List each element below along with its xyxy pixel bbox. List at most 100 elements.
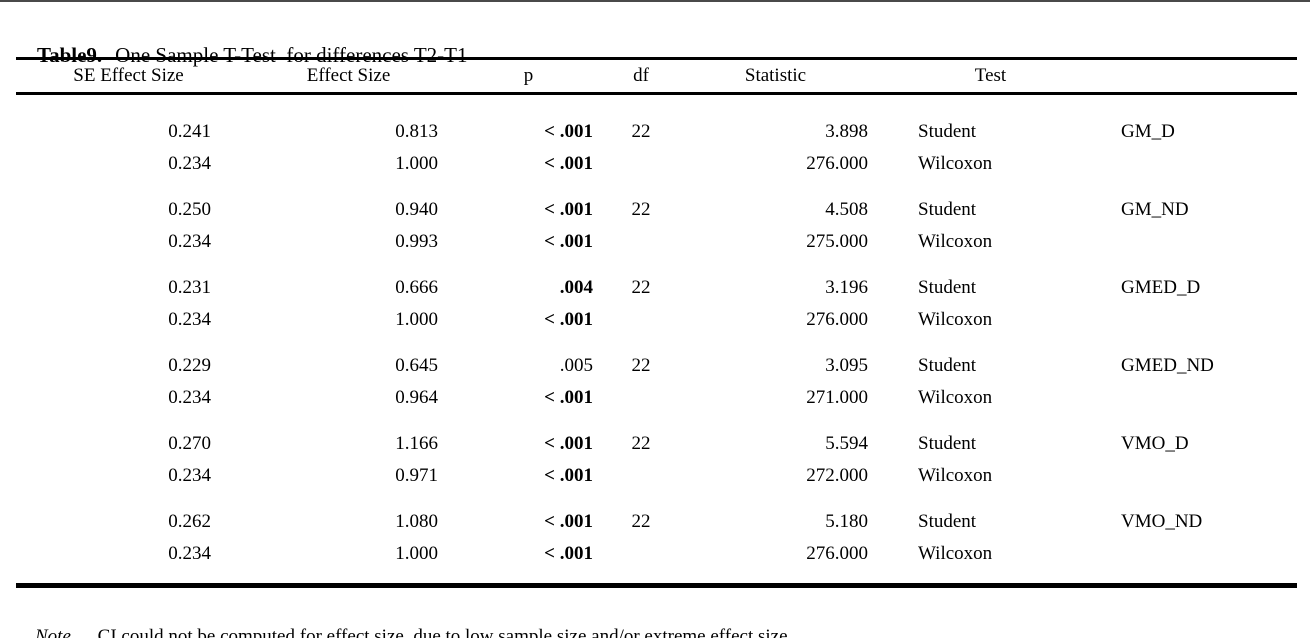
- cell-p: < .001: [544, 198, 593, 220]
- cell-se: 0.250: [168, 198, 211, 220]
- column-header-se-effect-size: SE Effect Size: [16, 58, 241, 95]
- cell-test: Student: [918, 432, 977, 454]
- cell-statistic: 3.095: [825, 354, 868, 376]
- cell-p: < .001: [544, 464, 593, 486]
- table-row: 0.234 1.000 < .001 276.000 Wilcoxon: [16, 538, 1297, 570]
- cell-variable: GM_D: [1121, 120, 1175, 142]
- cell-variable: VMO_D: [1121, 432, 1189, 454]
- cell-test: Student: [918, 510, 977, 532]
- cell-statistic: 272.000: [806, 464, 868, 486]
- table-row: 0.250 0.940 < .001 22 4.508 Student GM_N…: [16, 194, 1297, 226]
- group-spacer: [16, 414, 1297, 428]
- group-spacer: [16, 336, 1297, 350]
- cell-test: Wilcoxon: [918, 308, 993, 330]
- cell-p: < .001: [544, 510, 593, 532]
- table-row: 0.234 1.000 < .001 276.000 Wilcoxon: [16, 304, 1297, 336]
- cell-se: 0.229: [168, 354, 211, 376]
- cell-p: < .001: [544, 230, 593, 252]
- cell-effect-size: 1.000: [395, 542, 438, 564]
- table-row: 0.234 1.000 < .001 276.000 Wilcoxon: [16, 148, 1297, 180]
- cell-effect-size: 0.940: [395, 198, 438, 220]
- cell-variable: [1111, 148, 1297, 180]
- t-test-results-table: SE Effect Size Effect Size p df Statisti…: [16, 57, 1297, 588]
- cell-df: 22: [631, 510, 651, 532]
- column-header-p: p: [456, 58, 601, 95]
- cell-variable: [1111, 460, 1297, 492]
- cell-p: < .001: [544, 386, 593, 408]
- cell-statistic: 4.508: [825, 198, 868, 220]
- cell-se: 0.262: [168, 510, 211, 532]
- header-spacer: [16, 94, 1297, 116]
- cell-effect-size: 1.166: [395, 432, 438, 454]
- cell-se: 0.234: [168, 464, 211, 486]
- cell-statistic: 276.000: [806, 308, 868, 330]
- cell-se: 0.231: [168, 276, 211, 298]
- group-spacer: [16, 258, 1297, 272]
- cell-se: 0.270: [168, 432, 211, 454]
- cell-p: < .001: [544, 432, 593, 454]
- cell-test: Wilcoxon: [918, 542, 993, 564]
- cell-effect-size: 0.964: [395, 386, 438, 408]
- cell-se: 0.234: [168, 542, 211, 564]
- cell-se: 0.241: [168, 120, 211, 142]
- cell-p: < .001: [544, 120, 593, 142]
- cell-variable: GM_ND: [1121, 198, 1189, 220]
- cell-df: 22: [631, 120, 651, 142]
- cell-p: < .001: [544, 308, 593, 330]
- cell-test: Student: [918, 354, 977, 376]
- bottom-spacer: [16, 570, 1297, 586]
- table-note: Note. CI could not be computed for effect…: [16, 604, 792, 638]
- cell-statistic: 5.594: [825, 432, 868, 454]
- cell-df: 22: [631, 354, 651, 376]
- cell-test: Wilcoxon: [918, 464, 993, 486]
- table-row: 0.234 0.971 < .001 272.000 Wilcoxon: [16, 460, 1297, 492]
- table-row: 0.229 0.645 .005 22 3.095 Student GMED_N…: [16, 350, 1297, 382]
- column-header-variable: [1111, 58, 1297, 95]
- cell-test: Wilcoxon: [918, 386, 993, 408]
- header-row: SE Effect Size Effect Size p df Statisti…: [16, 58, 1297, 95]
- cell-variable: [1111, 304, 1297, 336]
- cell-se: 0.234: [168, 230, 211, 252]
- table-row: 0.262 1.080 < .001 22 5.180 Student VMO_…: [16, 506, 1297, 538]
- cell-statistic: 276.000: [806, 542, 868, 564]
- cell-effect-size: 0.666: [395, 276, 438, 298]
- cell-test: Student: [918, 120, 977, 142]
- cell-df: [601, 538, 681, 570]
- table-row: 0.270 1.166 < .001 22 5.594 Student VMO_…: [16, 428, 1297, 460]
- cell-effect-size: 0.971: [395, 464, 438, 486]
- cell-p: < .001: [544, 542, 593, 564]
- table-row: 0.231 0.666 .004 22 3.196 Student GMED_D: [16, 272, 1297, 304]
- cell-statistic: 5.180: [825, 510, 868, 532]
- cell-variable: [1111, 226, 1297, 258]
- table-row: 0.234 0.993 < .001 275.000 Wilcoxon: [16, 226, 1297, 258]
- cell-df: 22: [631, 276, 651, 298]
- table-row: 0.234 0.964 < .001 271.000 Wilcoxon: [16, 382, 1297, 414]
- cell-test: Student: [918, 198, 977, 220]
- cell-p: .004: [559, 276, 593, 298]
- cell-df: [601, 226, 681, 258]
- cell-se: 0.234: [168, 152, 211, 174]
- cell-statistic: 271.000: [806, 386, 868, 408]
- cell-df: [601, 460, 681, 492]
- cell-df: [601, 382, 681, 414]
- cell-effect-size: 1.000: [395, 308, 438, 330]
- cell-variable: VMO_ND: [1121, 510, 1203, 532]
- cell-effect-size: 0.993: [395, 230, 438, 252]
- cell-statistic: 276.000: [806, 152, 868, 174]
- cell-df: [601, 148, 681, 180]
- cell-se: 0.234: [168, 308, 211, 330]
- column-header-effect-size: Effect Size: [241, 58, 456, 95]
- cell-se: 0.234: [168, 386, 211, 408]
- cell-statistic: 3.196: [825, 276, 868, 298]
- cell-p: .005: [559, 354, 593, 376]
- group-spacer: [16, 180, 1297, 194]
- column-header-statistic: Statistic: [681, 58, 870, 95]
- table-row: 0.241 0.813 < .001 22 3.898 Student GM_D: [16, 116, 1297, 148]
- note-text: CI could not be computed for effect size…: [97, 626, 793, 638]
- cell-effect-size: 0.813: [395, 120, 438, 142]
- column-header-df: df: [601, 58, 681, 95]
- cell-variable: [1111, 538, 1297, 570]
- cell-effect-size: 0.645: [395, 354, 438, 376]
- cell-df: [601, 304, 681, 336]
